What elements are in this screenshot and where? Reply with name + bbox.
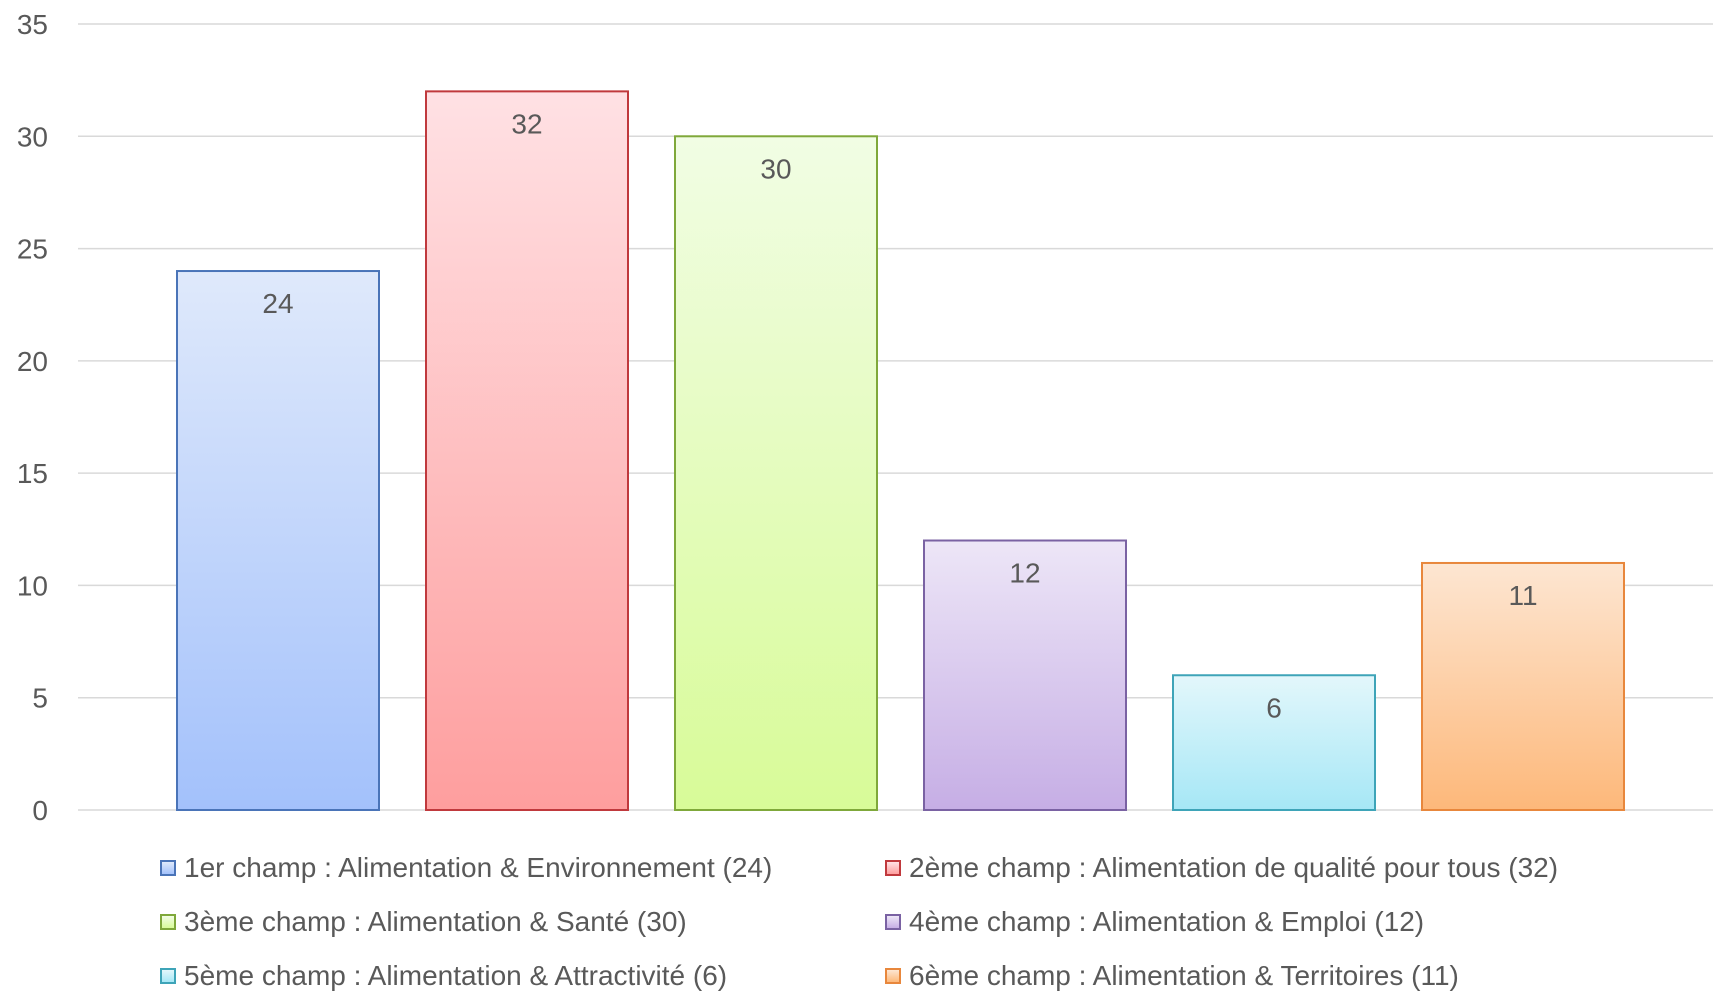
y-tick-label: 0 [32,795,48,826]
y-tick-label: 35 [17,9,48,40]
data-label: 24 [262,288,293,319]
legend-label: 2ème champ : Alimentation de qualité pou… [909,852,1559,883]
y-tick-label: 5 [32,683,48,714]
legend-item: 3ème champ : Alimentation & Santé (30) [160,902,687,942]
y-tick-label: 20 [17,346,48,377]
bar [1421,561,1625,811]
legend-item: 4ème champ : Alimentation & Emploi (12) [885,902,1424,942]
legend-label: 3ème champ : Alimentation & Santé (30) [184,906,687,937]
y-tick-label: 10 [17,570,48,601]
legend-item: 1er champ : Alimentation & Environnement… [160,848,772,888]
data-label: 12 [1009,558,1040,589]
legend-swatch [885,968,901,984]
legend-label: 6ème champ : Alimentation & Territoires … [909,960,1459,991]
bar [176,270,380,811]
y-tick-label: 30 [17,121,48,152]
data-label: 11 [1508,580,1537,611]
legend-item: 5ème champ : Alimentation & Attractivité… [160,956,727,996]
chart-legend: 1er champ : Alimentation & Environnement… [160,848,1700,991]
legend-label: 1er champ : Alimentation & Environnement… [184,852,773,883]
bar [1172,674,1376,811]
legend-swatch [160,968,176,984]
legend-label: 4ème champ : Alimentation & Emploi (12) [909,906,1425,937]
bar [674,135,878,812]
y-tick-label: 25 [17,234,48,265]
legend-swatch [885,914,901,930]
legend-swatch [885,860,901,876]
legend-item: 2ème champ : Alimentation de qualité pou… [885,848,1558,888]
data-label: 6 [1266,692,1282,723]
data-label: 32 [511,108,542,139]
bar [923,539,1127,811]
legend-item: 6ème champ : Alimentation & Territoires … [885,956,1459,996]
legend-swatch [160,860,176,876]
legend-label: 5ème champ : Alimentation & Attractivité… [184,960,728,991]
bar [425,90,629,812]
legend-swatch [160,914,176,930]
y-tick-label: 15 [17,458,48,489]
data-label: 30 [760,153,791,184]
